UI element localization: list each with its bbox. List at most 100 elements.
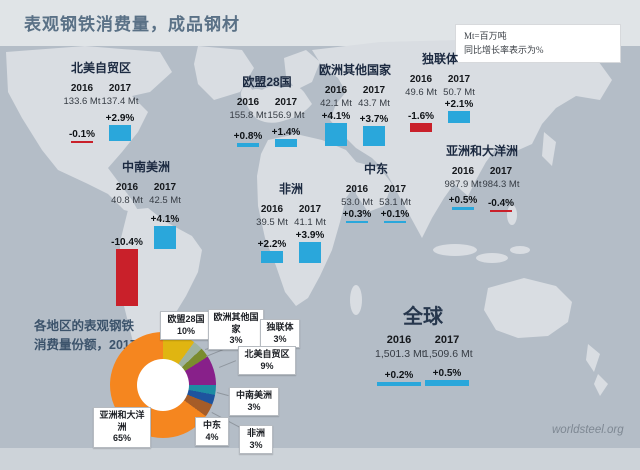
growth-bar-2017	[299, 241, 321, 263]
region-other-europe: 欧洲其他国家 2016 42.1 Mt 2017 43.7 Mt +4.1% +3.…	[317, 64, 393, 146]
north-america-landmass	[6, 46, 172, 214]
region-title: 欧洲其他国家	[318, 63, 391, 77]
new-zealand-islands	[594, 374, 608, 396]
growth-2017: +0.1%	[380, 209, 410, 220]
region-eu28: 欧盟28国 2016 155.8 Mt 2017 156.9 Mt +0.8% +1…	[229, 76, 305, 147]
growth-2016: -0.1%	[68, 129, 96, 140]
value-2017: 43.7 Mt	[358, 98, 390, 109]
growth-bar-2017	[109, 125, 131, 141]
madagascar-landmass	[350, 285, 362, 315]
britain-landmass	[241, 86, 253, 102]
year-label: 2016	[70, 83, 94, 94]
year-label: 2016	[115, 182, 139, 193]
pie-label-name: 独联体	[266, 322, 294, 332]
year-label: 2016	[409, 74, 433, 85]
pie-label-asia-oceania: 亚洲和大洋洲 65%	[93, 407, 151, 449]
value-2016: 987.9 Mt	[444, 179, 482, 190]
scandinavia-landmass	[284, 50, 320, 90]
pie-label-name: 非洲	[246, 428, 265, 438]
region-nafta: 北美自贸区 2016 133.6 Mt 2017 137.4 Mt -0.1% +2…	[63, 61, 139, 143]
value-2016: 42.1 Mt	[320, 98, 352, 109]
legend-note: Mt=百万吨 同比增长率表示为%	[455, 24, 621, 63]
asia-landmass	[312, 40, 612, 238]
pie-label-name: 北美自贸区	[244, 349, 290, 359]
growth-bar-2016	[261, 250, 283, 263]
year-label: 2016	[260, 204, 284, 215]
growth-bar-2016	[346, 221, 368, 223]
value-2016: 133.6 Mt	[63, 96, 101, 107]
growth-bar-2017	[425, 380, 469, 386]
year-label: 2017	[434, 334, 460, 346]
value-2017: 984.3 Mt	[482, 179, 520, 190]
pie-label-pct: 65%	[112, 433, 131, 444]
region-central-south-america: 中南美洲 2016 40.8 Mt 2017 42.5 Mt -10.4% +4.1…	[108, 160, 184, 307]
value-2017: 50.7 Mt	[443, 87, 475, 98]
region-title: 欧盟28国	[242, 75, 292, 89]
pie-label-africa: 非洲 3%	[239, 425, 273, 455]
new-zealand-islands	[586, 344, 600, 372]
growth-bar-2017	[363, 125, 385, 146]
donut-chart	[110, 332, 216, 438]
region-title: 北美自贸区	[70, 61, 131, 75]
growth-bar-2016	[325, 123, 347, 146]
growth-2017: +0.5%	[432, 368, 462, 379]
year-label: 2017	[489, 166, 513, 177]
donut-hole	[137, 359, 189, 411]
growth-bar-2016	[410, 123, 432, 132]
growth-bar-2016	[237, 142, 259, 147]
year-label: 2017	[108, 83, 132, 94]
legend-line-1: Mt=百万吨	[464, 31, 507, 41]
donut-title: 各地区的表观钢铁 消费量份额，2017	[34, 317, 170, 356]
growth-bar-2017	[275, 139, 297, 147]
pie-label-name: 中东	[202, 420, 221, 430]
growth-2017: +1.4%	[271, 127, 301, 139]
year-label: 2017	[383, 184, 407, 195]
year-label: 2017	[153, 182, 177, 193]
growth-2017: +2.9%	[105, 113, 135, 125]
value-2017: 42.5 Mt	[149, 195, 181, 206]
region-title: 全球	[403, 306, 443, 328]
region-global: 全球 2016 1,501.3 Mt 2017 1,509.6 Mt +0.2% +…	[375, 306, 473, 386]
growth-bar-2017	[154, 226, 176, 249]
value-2016: 49.6 Mt	[405, 87, 437, 98]
pie-label-csa: 中南美洲 3%	[229, 387, 279, 417]
indonesia-islands	[476, 253, 508, 263]
year-label: 2016	[324, 85, 348, 96]
value-2017: 53.1 Mt	[379, 197, 411, 208]
pie-label-name: 中南美洲	[235, 390, 272, 400]
growth-2016: +0.2%	[384, 370, 414, 381]
value-2016: 1,501.3 Mt	[375, 348, 425, 360]
value-2016: 39.5 Mt	[256, 217, 288, 228]
year-label: 2017	[274, 97, 298, 108]
year-label: 2016	[345, 184, 369, 195]
region-title: 中南美洲	[121, 160, 170, 174]
growth-2016: -1.6%	[407, 111, 435, 122]
legend-line-2: 同比增长率表示为%	[464, 45, 544, 56]
growth-bar-2017	[448, 111, 470, 123]
growth-2016: -10.4%	[111, 237, 143, 248]
growth-2017: +3.7%	[359, 113, 389, 125]
year-label: 2016	[451, 166, 475, 177]
pie-label-pct: 4%	[205, 431, 219, 442]
japan-islands	[542, 132, 556, 166]
growth-2016: +4.1%	[321, 111, 351, 123]
growth-2017: +2.1%	[444, 99, 474, 111]
page-title: 表观钢铁消费量，成品钢材	[24, 15, 240, 34]
pie-label-eu28: 欧盟28国 10%	[160, 311, 212, 341]
pie-label-pct: 3%	[273, 333, 287, 344]
growth-2016: +0.5%	[448, 195, 478, 207]
indonesia-islands	[433, 244, 477, 256]
australia-landmass	[484, 278, 572, 338]
pie-label-name: 欧盟28国	[167, 314, 205, 324]
donut-title-line-2: 消费量份额，2017	[34, 338, 137, 353]
pie-label-nafta: 北美自贸区 9%	[238, 346, 296, 376]
indonesia-islands	[510, 246, 530, 254]
region-asia-oceania: 亚洲和大洋洲 2016 987.9 Mt 2017 984.3 Mt +0.5% -…	[444, 145, 520, 213]
pie-label-pct: 3%	[229, 335, 243, 346]
growth-2016: +0.8%	[233, 130, 263, 142]
growth-2016: +0.3%	[342, 209, 372, 220]
pie-label-cis: 独联体 3%	[260, 319, 300, 349]
growth-bar-2017	[384, 221, 406, 223]
